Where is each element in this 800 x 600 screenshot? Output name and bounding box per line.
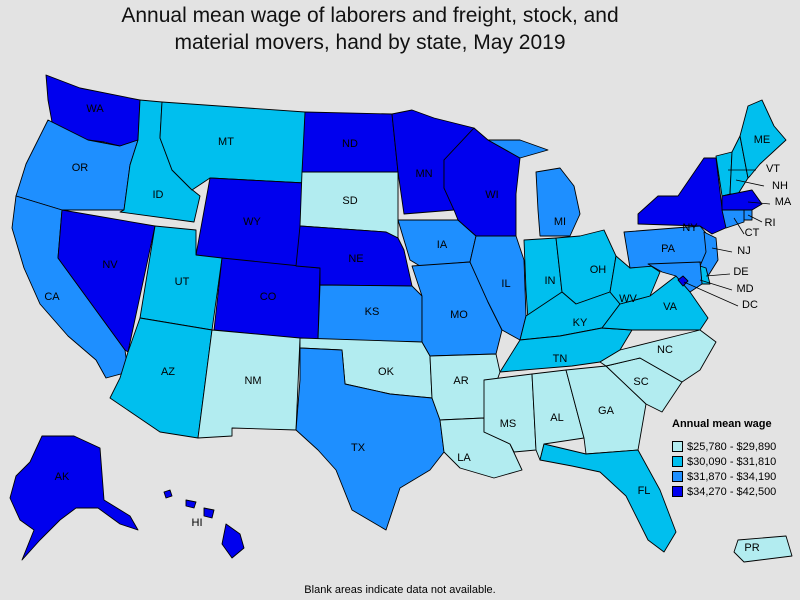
state-MA[interactable] — [721, 189, 763, 211]
state-label-UT: UT — [175, 276, 190, 288]
legend-swatch — [672, 456, 683, 467]
legend-label: $34,270 - $42,500 — [687, 485, 777, 498]
footnote: Blank areas indicate data not available. — [304, 584, 496, 596]
state-label-NH: NH — [772, 180, 788, 192]
state-label-NE: NE — [348, 253, 363, 265]
state-CT[interactable] — [721, 209, 745, 229]
state-label-WI: WI — [485, 189, 498, 201]
state-label-MO: MO — [450, 309, 468, 321]
state-label-MI: MI — [554, 216, 566, 228]
state-label-NJ: NJ — [737, 245, 750, 257]
state-label-KS: KS — [365, 306, 380, 318]
legend-label: $25,780 - $29,890 — [687, 440, 777, 453]
state-label-CA: CA — [44, 291, 60, 303]
state-label-PR: PR — [744, 542, 759, 554]
state-label-AK: AK — [55, 471, 70, 483]
legend-title: Annual mean wage — [672, 418, 772, 430]
state-MI[interactable] — [487, 139, 581, 237]
state-label-CT: CT — [745, 227, 760, 239]
state-label-OR: OR — [72, 162, 89, 174]
state-DC[interactable] — [677, 275, 689, 287]
state-FL[interactable] — [539, 443, 677, 553]
state-label-SD: SD — [342, 195, 357, 207]
state-label-CO: CO — [260, 291, 277, 303]
legend-swatch — [672, 486, 683, 497]
state-label-MN: MN — [415, 168, 432, 180]
legend-swatch — [672, 441, 683, 452]
state-label-VA: VA — [663, 301, 678, 313]
map-title-line-2: material movers, hand by state, May 2019 — [174, 31, 566, 54]
state-NH[interactable] — [729, 135, 749, 195]
state-label-TN: TN — [553, 353, 568, 365]
legend-label: $31,870 - $34,190 — [687, 470, 777, 483]
state-MD[interactable] — [647, 261, 703, 293]
state-label-TX: TX — [351, 442, 366, 454]
map-legend: Annual mean wage $25,780 - $29,890 $30,09… — [672, 418, 800, 499]
legend-entry: $31,870 - $34,190 — [672, 469, 800, 484]
state-label-ND: ND — [342, 138, 358, 150]
legend-entry: $25,780 - $29,890 — [672, 439, 800, 454]
state-label-PA: PA — [661, 243, 676, 255]
state-label-SC: SC — [633, 376, 648, 388]
state-label-FL: FL — [638, 485, 651, 497]
state-label-LA: LA — [457, 452, 471, 464]
map-title: Annual mean wage of laborers and freight… — [0, 2, 740, 56]
state-label-VT: VT — [766, 163, 780, 175]
state-NV[interactable] — [57, 209, 156, 353]
state-label-WV: WV — [619, 293, 637, 305]
state-label-IL: IL — [501, 278, 510, 290]
state-label-AL: AL — [550, 412, 563, 424]
state-WA[interactable] — [45, 74, 141, 147]
state-ME[interactable] — [739, 99, 787, 179]
state-label-NM: NM — [244, 375, 261, 387]
state-label-AR: AR — [453, 375, 468, 387]
state-label-KY: KY — [573, 317, 588, 329]
state-label-NY: NY — [682, 222, 698, 234]
state-label-RI: RI — [765, 217, 776, 229]
state-WV[interactable] — [609, 255, 661, 305]
state-label-IN: IN — [545, 275, 556, 287]
state-label-MS: MS — [500, 418, 517, 430]
state-label-MD: MD — [736, 283, 753, 295]
state-label-HI: HI — [192, 517, 203, 529]
state-label-IA: IA — [437, 239, 448, 251]
map-title-line-1: Annual mean wage of laborers and freight… — [121, 4, 619, 27]
legend-entry: $30,090 - $31,810 — [672, 454, 800, 469]
state-AK[interactable] — [9, 435, 139, 561]
state-label-OK: OK — [378, 366, 395, 378]
legend-entry: $34,270 - $42,500 — [672, 484, 800, 499]
state-label-GA: GA — [598, 405, 615, 417]
state-HI[interactable] — [163, 489, 245, 559]
legend-label: $30,090 - $31,810 — [687, 455, 777, 468]
state-label-NC: NC — [657, 344, 673, 356]
state-PR[interactable] — [733, 535, 793, 563]
state-TX[interactable] — [295, 347, 445, 531]
state-label-WA: WA — [86, 103, 104, 115]
state-label-WY: WY — [243, 216, 261, 228]
legend-swatch — [672, 471, 683, 482]
state-label-MA: MA — [775, 196, 792, 208]
state-label-ME: ME — [754, 134, 771, 146]
label-leader-lines — [683, 169, 771, 307]
state-label-DC: DC — [742, 299, 758, 311]
state-label-OH: OH — [590, 264, 607, 276]
state-label-ID: ID — [153, 189, 164, 201]
state-label-DE: DE — [733, 266, 748, 278]
state-NC[interactable] — [599, 329, 717, 383]
state-label-MT: MT — [218, 136, 234, 148]
state-label-NV: NV — [102, 259, 118, 271]
state-label-AZ: AZ — [161, 366, 175, 378]
